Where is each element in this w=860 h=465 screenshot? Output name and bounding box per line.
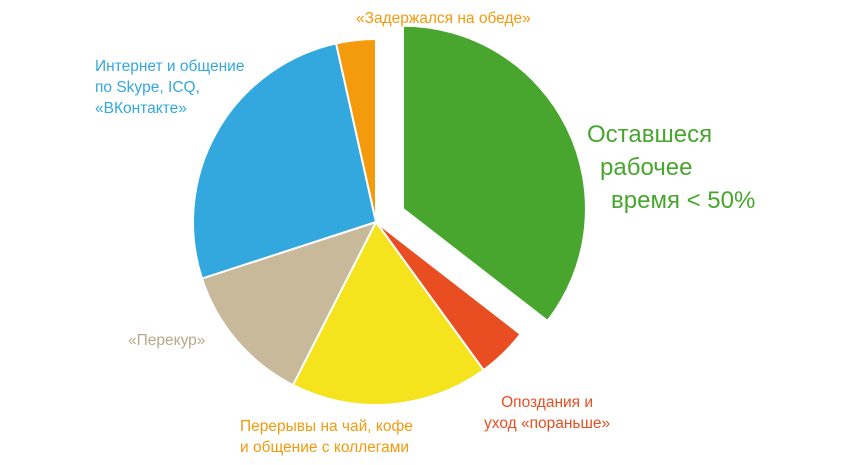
- label-late-arrivals: Опоздания и уход «пораньше»: [484, 392, 610, 434]
- label-internet-line-1: Интернет и общение: [95, 58, 245, 75]
- label-remaining-work-time: Оставшеся рабочее время < 50%: [587, 118, 755, 217]
- label-smoke-break: «Перекур»: [128, 330, 205, 351]
- label-remaining-line-2: рабочее: [600, 154, 693, 181]
- slice-remaining-work-time: [401, 24, 587, 323]
- slice-smoke-break: [200, 220, 378, 387]
- label-smoke-line-1: «Перекур»: [128, 332, 206, 349]
- label-long-lunch: «Задержался на обеде»: [356, 8, 531, 29]
- label-tea-line-1: Перерывы на чай, кофе: [240, 418, 413, 435]
- label-tea-line-2: и общение с коллегами: [240, 439, 410, 456]
- slice-internet: [192, 42, 378, 280]
- label-internet-line-3: «ВКонтакте»: [95, 100, 187, 117]
- label-late-line-2: уход «пораньше»: [484, 415, 611, 432]
- label-internet-line-2: по Skype, ICQ,: [95, 79, 200, 96]
- slice-tea-breaks: [291, 220, 485, 406]
- label-remaining-line-1: Оставшеся: [587, 121, 713, 148]
- label-lunch-line-1: «Задержался на обеде»: [356, 10, 531, 27]
- label-tea-breaks: Перерывы на чай, кофе и общение с коллег…: [240, 416, 413, 458]
- label-internet: Интернет и общение по Skype, ICQ, «ВКонт…: [95, 56, 244, 119]
- slice-long-lunch: [334, 37, 377, 223]
- label-late-line-1: Опоздания и: [501, 394, 594, 411]
- label-remaining-line-3: время < 50%: [611, 187, 756, 214]
